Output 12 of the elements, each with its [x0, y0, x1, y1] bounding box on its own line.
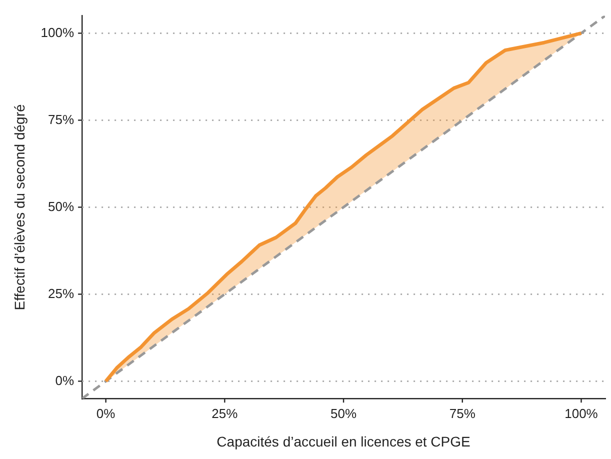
- y-tick-label: 25%: [48, 286, 74, 301]
- x-axis-title: Capacités d’accueil en licences et CPGE: [216, 433, 470, 450]
- y-axis-title: Effectif d’élèves du second dégré: [11, 104, 28, 310]
- x-tick-label: 0%: [96, 406, 116, 421]
- y-tick-label: 75%: [48, 112, 74, 127]
- y-tick-label: 50%: [48, 198, 74, 214]
- x-tick-label: 25%: [212, 406, 238, 421]
- x-tick-label: 50%: [330, 406, 357, 421]
- x-tick-label: 100%: [564, 406, 598, 421]
- y-tick-label: 0%: [55, 372, 74, 388]
- x-tick-label: 75%: [449, 406, 476, 421]
- y-tick-label: 100%: [40, 24, 74, 40]
